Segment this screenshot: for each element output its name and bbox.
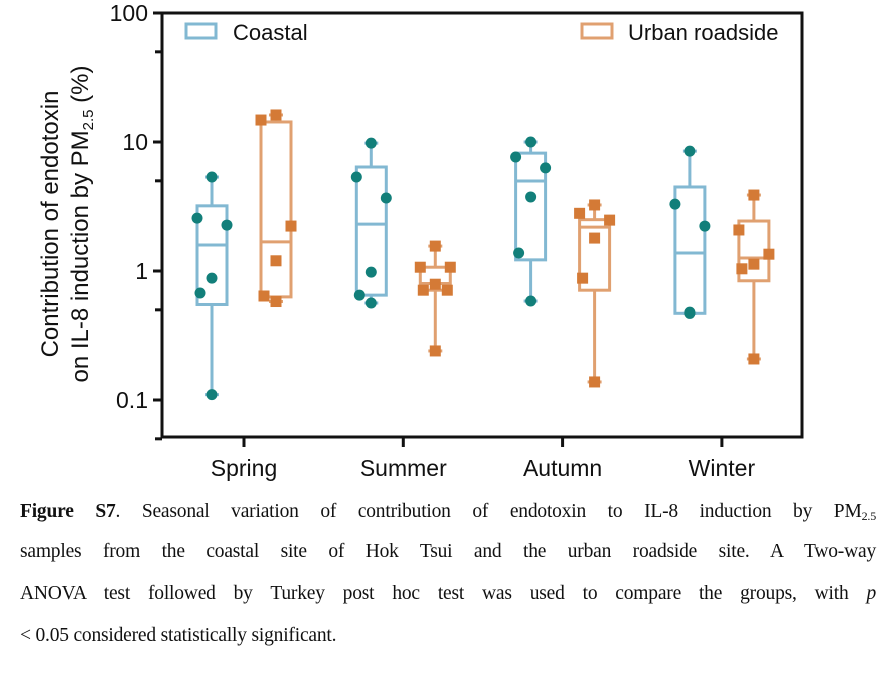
data-point xyxy=(684,145,696,157)
data-point xyxy=(748,189,760,201)
data-point xyxy=(285,220,297,232)
data-point xyxy=(444,261,456,273)
caption-line1-subscript: 2.5 xyxy=(861,509,877,523)
iqr-box xyxy=(354,165,388,297)
data-point xyxy=(350,171,362,183)
data-point xyxy=(270,255,282,267)
data-point xyxy=(206,171,218,183)
y-axis-title-prefix: on IL-8 induction by PM xyxy=(67,130,94,382)
data-point xyxy=(441,284,453,296)
data-point xyxy=(540,162,552,174)
box-coastal-autumn xyxy=(510,136,552,307)
iqr-box xyxy=(418,265,452,292)
x-tick-label-autumn: Autumn xyxy=(523,455,602,481)
plot-border xyxy=(160,11,804,439)
data-point xyxy=(429,278,441,290)
box-plot-chart: Contribution of endotoxin on IL-8 induct… xyxy=(37,0,804,481)
figure-label: Figure S7 xyxy=(20,501,116,522)
data-point xyxy=(380,192,392,204)
data-point xyxy=(429,240,441,252)
box-urban-roadside-autumn xyxy=(574,199,616,388)
data-point xyxy=(270,296,282,308)
iqr-box xyxy=(195,204,229,306)
data-point xyxy=(684,307,696,319)
data-point xyxy=(604,214,616,226)
data-point xyxy=(221,219,233,231)
data-point xyxy=(589,199,601,211)
data-point xyxy=(736,263,748,275)
y-axis-title-subscript: 2.5 xyxy=(80,110,97,131)
legend-swatch-urban-roadside xyxy=(580,22,614,40)
data-point xyxy=(191,212,203,224)
caption-line1-text: . Seasonal variation of contribution of … xyxy=(115,501,862,522)
data-point xyxy=(574,207,586,219)
figure-caption-line2: samples from the coastal site of Hok Tsu… xyxy=(20,540,876,564)
data-point xyxy=(577,272,589,284)
box-urban-roadside-spring xyxy=(255,109,297,308)
box-series xyxy=(191,109,775,401)
data-point xyxy=(525,295,537,307)
data-point xyxy=(206,272,218,284)
caption-line4-text: < 0.05 considered statistically signific… xyxy=(20,625,337,646)
plot-frame xyxy=(160,11,804,439)
box-urban-roadside-winter xyxy=(733,189,775,365)
y-axis-title-line2: on IL-8 induction by PM2.5 (%) xyxy=(67,66,97,383)
data-point xyxy=(699,220,711,232)
data-point xyxy=(270,109,282,121)
x-tick-label-spring: Spring xyxy=(211,455,277,481)
legend-swatch-coastal xyxy=(184,22,218,40)
data-point xyxy=(763,248,775,260)
y-axis-title-suffix: (%) xyxy=(67,66,94,110)
data-point xyxy=(748,353,760,365)
data-point xyxy=(417,284,429,296)
data-point xyxy=(365,266,377,278)
data-point xyxy=(589,232,601,244)
data-point xyxy=(365,137,377,149)
x-axis: Spring Summer Autumn Winter xyxy=(211,437,756,481)
figure-caption-line1: Figure S7. Seasonal variation of contrib… xyxy=(20,500,876,524)
legend-label-coastal: Coastal xyxy=(233,20,308,45)
legend: Coastal Urban roadside xyxy=(184,20,778,45)
data-point xyxy=(429,345,441,357)
data-point xyxy=(194,287,206,299)
data-point xyxy=(255,114,267,126)
box-coastal-summer xyxy=(350,137,392,309)
data-point xyxy=(513,247,525,259)
data-point xyxy=(733,224,745,236)
data-point xyxy=(669,198,681,210)
y-axis-title-line1: Contribution of endotoxin xyxy=(37,91,64,358)
data-point xyxy=(589,376,601,388)
legend-item-coastal: Coastal xyxy=(184,20,308,45)
y-tick-label: 0.1 xyxy=(116,387,148,413)
y-axis: 100 10 1 0.1 xyxy=(110,0,162,441)
iqr-box xyxy=(578,218,612,292)
y-tick-label: 10 xyxy=(122,129,148,155)
legend-label-urban-roadside: Urban roadside xyxy=(628,20,778,45)
figure-caption-line3: ANOVA test followed by Turkey post hoc t… xyxy=(20,582,876,606)
y-tick-label: 100 xyxy=(110,0,148,26)
legend-item-urban-roadside: Urban roadside xyxy=(580,20,778,45)
data-point xyxy=(525,191,537,203)
data-point xyxy=(206,389,218,401)
y-tick-label: 1 xyxy=(135,258,148,284)
data-point xyxy=(258,290,270,302)
data-point xyxy=(748,258,760,270)
box-urban-roadside-summer xyxy=(414,240,456,357)
data-point xyxy=(414,261,426,273)
box-coastal-winter xyxy=(669,145,711,319)
data-point xyxy=(365,297,377,309)
data-point xyxy=(510,151,522,163)
caption-line2-text: samples from the coastal site of Hok Tsu… xyxy=(20,541,876,562)
caption-p-italic: p xyxy=(866,583,876,604)
figure-caption-line4: < 0.05 considered statistically signific… xyxy=(20,624,876,648)
caption-line3-text: ANOVA test followed by Turkey post hoc t… xyxy=(20,583,867,604)
data-point xyxy=(353,289,365,301)
data-point xyxy=(525,136,537,148)
iqr-box xyxy=(259,120,293,299)
x-tick-label-winter: Winter xyxy=(689,455,756,481)
iqr-box xyxy=(514,151,548,262)
x-tick-label-summer: Summer xyxy=(360,455,447,481)
box-coastal-spring xyxy=(191,171,233,401)
